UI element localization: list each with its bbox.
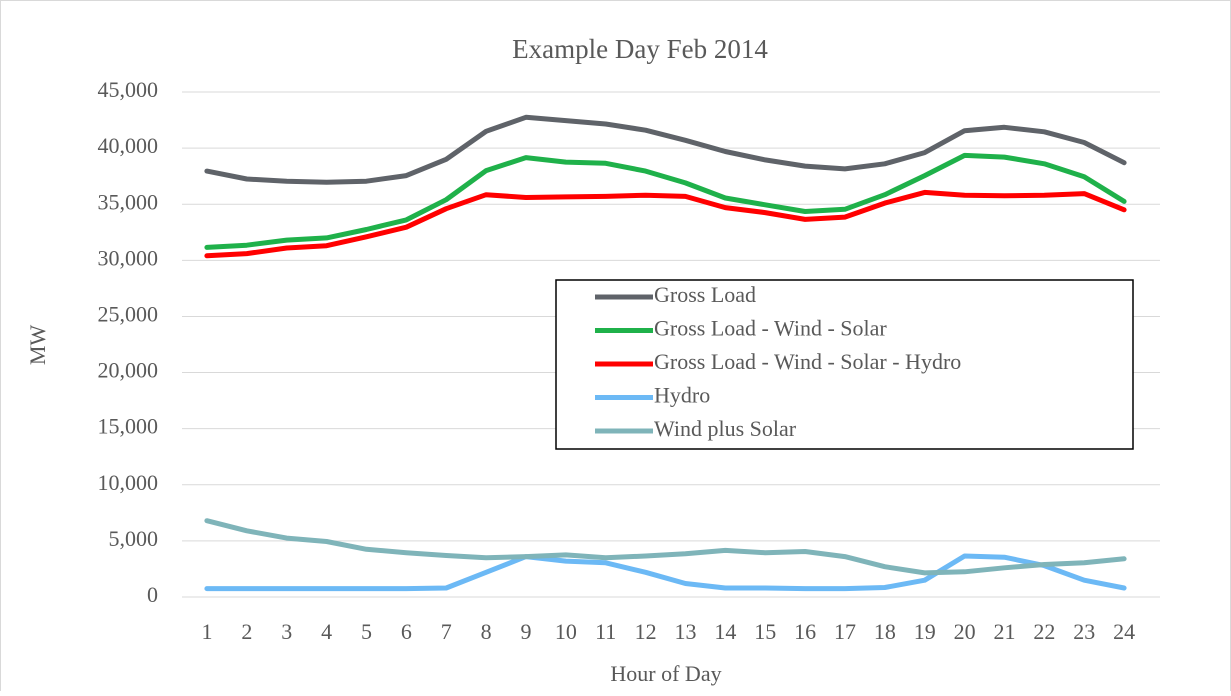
- x-tick-label: 14: [714, 619, 736, 644]
- x-tick-label: 1: [201, 619, 212, 644]
- series-line: [204, 553, 1127, 592]
- legend-label: Wind plus Solar: [654, 416, 797, 441]
- series-line: [204, 189, 1127, 259]
- legend-label: Gross Load: [654, 282, 756, 307]
- chart-title: Example Day Feb 2014: [512, 34, 768, 64]
- x-tick-label: 2: [241, 619, 252, 644]
- x-tick-label: 20: [954, 619, 976, 644]
- x-tick-label: 19: [914, 619, 936, 644]
- x-tick-label: 4: [321, 619, 332, 644]
- y-tick-label: 10,000: [98, 470, 159, 495]
- x-tick-label: 8: [481, 619, 492, 644]
- x-tick-label: 21: [993, 619, 1015, 644]
- y-tick-label: 35,000: [98, 189, 159, 214]
- x-tick-label: 22: [1033, 619, 1055, 644]
- x-tick-label: 17: [834, 619, 856, 644]
- x-tick-label: 16: [794, 619, 816, 644]
- series-line: [204, 114, 1127, 185]
- y-axis-label: MW: [25, 325, 50, 366]
- legend-label: Gross Load - Wind - Solar: [654, 316, 887, 341]
- y-tick-label: 0: [147, 582, 158, 607]
- legend-label: Gross Load - Wind - Solar - Hydro: [654, 349, 961, 374]
- x-tick-label: 10: [555, 619, 577, 644]
- x-tick-label: 12: [635, 619, 657, 644]
- y-tick-label: 25,000: [98, 301, 159, 326]
- x-tick-label: 18: [874, 619, 896, 644]
- series-line: [204, 518, 1127, 576]
- x-tick-label: 24: [1113, 619, 1135, 644]
- x-tick-label: 3: [281, 619, 292, 644]
- x-tick-label: 5: [361, 619, 372, 644]
- x-axis-label: Hour of Day: [610, 661, 721, 686]
- x-tick-label: 6: [401, 619, 412, 644]
- series-line: [204, 152, 1127, 250]
- y-tick-label: 15,000: [98, 414, 159, 439]
- x-tick-label: 15: [754, 619, 776, 644]
- x-tick-label: 7: [441, 619, 452, 644]
- x-tick-label: 23: [1073, 619, 1095, 644]
- x-tick-label: 13: [674, 619, 696, 644]
- y-tick-label: 20,000: [98, 358, 159, 383]
- x-tick-label: 9: [520, 619, 531, 644]
- legend-label: Hydro: [654, 383, 710, 408]
- y-tick-label: 45,000: [98, 77, 159, 102]
- y-tick-label: 30,000: [98, 245, 159, 270]
- y-tick-label: 5,000: [109, 526, 159, 551]
- x-tick-label: 11: [595, 619, 616, 644]
- y-tick-label: 40,000: [98, 133, 159, 158]
